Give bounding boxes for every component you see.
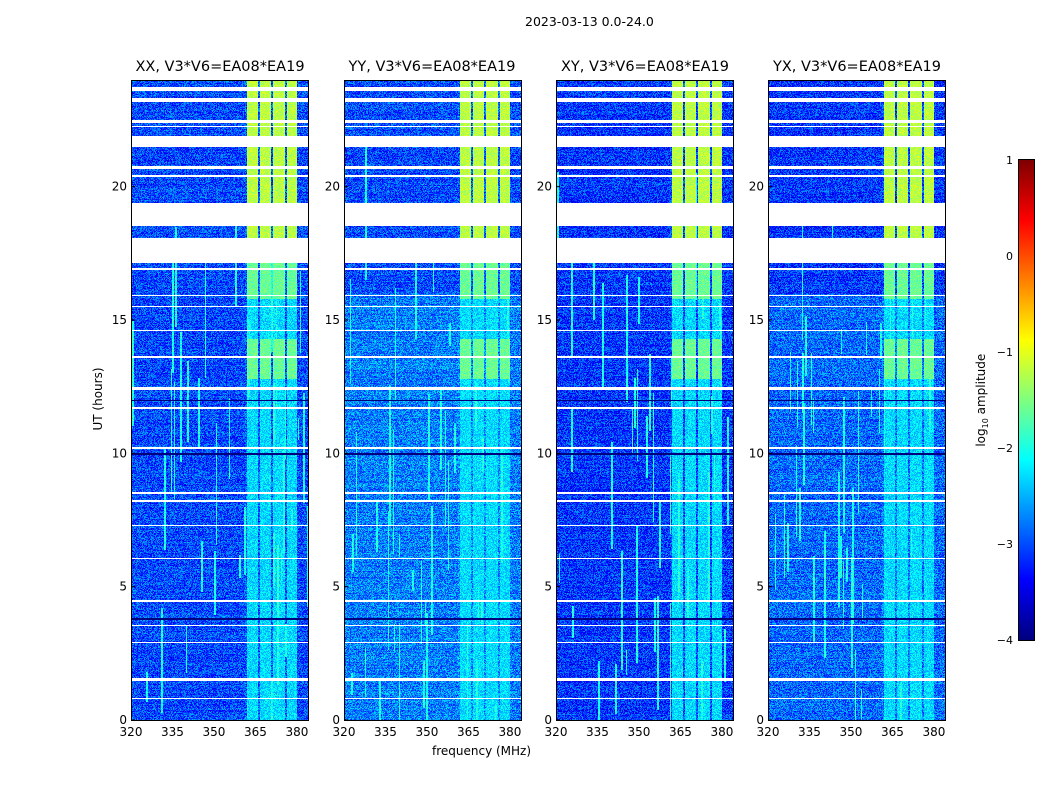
y-tick-label: 20 — [325, 180, 340, 194]
x-tick-label: 335 — [586, 725, 609, 739]
x-tick-label: 350 — [840, 725, 863, 739]
y-tick-label: 5 — [544, 580, 552, 594]
x-tick-label: 335 — [374, 725, 397, 739]
y-tick-label: 0 — [756, 713, 764, 727]
spectrogram-panel-xy — [556, 80, 733, 720]
spectrogram-panel-yy — [344, 80, 521, 720]
x-tick-label: 335 — [161, 725, 184, 739]
x-tick-label: 320 — [545, 725, 568, 739]
panel-frame — [556, 80, 734, 721]
y-tick-label: 15 — [749, 313, 764, 327]
spectrogram-panel-xx — [131, 80, 308, 720]
colorbar-tick-label: −1 — [997, 346, 1013, 359]
y-tick-label: 0 — [332, 713, 340, 727]
colorbar-tick-label: −4 — [997, 634, 1013, 647]
panel-frame — [768, 80, 946, 721]
y-tick-label: 10 — [749, 446, 764, 460]
panel-title-yx: YX, V3*V6=EA08*EA19 — [772, 59, 942, 75]
x-tick-label: 365 — [669, 725, 692, 739]
x-tick-label: 380 — [498, 725, 521, 739]
colorbar-tick-label: 0 — [1006, 250, 1013, 263]
y-tick-label: 10 — [112, 446, 127, 460]
panel-title-xy: XY, V3*V6=EA08*EA19 — [560, 59, 730, 75]
x-axis-label: frequency (MHz) — [432, 744, 532, 758]
y-tick-label: 15 — [325, 313, 340, 327]
x-tick-label: 320 — [333, 725, 356, 739]
panel-frame — [131, 80, 309, 721]
y-tick-label: 15 — [112, 313, 127, 327]
x-tick-label: 350 — [628, 725, 651, 739]
x-tick-label: 365 — [244, 725, 267, 739]
panel-title-yy: YY, V3*V6=EA08*EA19 — [348, 59, 516, 75]
x-tick-label: 320 — [757, 725, 780, 739]
colorbar-tick-label: 1 — [1006, 154, 1013, 167]
x-tick-label: 380 — [710, 725, 733, 739]
y-tick-label: 0 — [544, 713, 552, 727]
x-tick-label: 350 — [203, 725, 226, 739]
y-tick-label: 20 — [112, 180, 127, 194]
colorbar-tick-label: −2 — [997, 442, 1013, 455]
colorbar-tick-label: −3 — [997, 538, 1013, 551]
panel-frame — [344, 80, 522, 721]
y-tick-label: 10 — [325, 446, 340, 460]
x-tick-label: 365 — [881, 725, 904, 739]
y-tick-label: 20 — [537, 180, 552, 194]
colorbar — [1018, 159, 1035, 641]
x-tick-label: 335 — [798, 725, 821, 739]
x-tick-label: 380 — [285, 725, 308, 739]
y-tick-label: 5 — [332, 580, 340, 594]
y-tick-label: 10 — [537, 446, 552, 460]
x-tick-label: 350 — [416, 725, 439, 739]
y-tick-label: 15 — [537, 313, 552, 327]
y-tick-label: 5 — [119, 580, 127, 594]
x-tick-label: 365 — [457, 725, 480, 739]
y-tick-label: 20 — [749, 180, 764, 194]
x-tick-label: 380 — [922, 725, 945, 739]
figure-suptitle: 2023-03-13 0.0-24.0 — [525, 14, 654, 29]
y-tick-label: 0 — [119, 713, 127, 727]
x-tick-label: 320 — [120, 725, 143, 739]
panel-title-xx: XX, V3*V6=EA08*EA19 — [135, 59, 305, 75]
y-tick-label: 5 — [756, 580, 764, 594]
spectrogram-panel-yx — [768, 80, 945, 720]
